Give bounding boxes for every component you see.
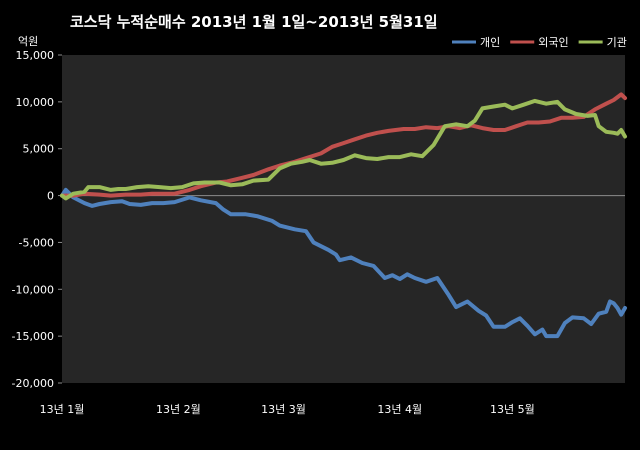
y-tick-label: 15,000 [16, 49, 55, 62]
series-line-개인 [60, 187, 627, 339]
chart-title: 코스닥 누적순매수 2013년 1월 1일~2013년 5월31일 [70, 13, 438, 31]
x-tick-label: 13년 2월 [156, 403, 201, 416]
legend-label: 기관 [607, 36, 627, 49]
y-tick-label: -5,000 [19, 236, 54, 249]
y-tick-label: 5,000 [23, 143, 55, 156]
y-tick-label: -20,000 [12, 377, 54, 390]
legend-label: 개인 [480, 36, 500, 49]
y-axis-unit-label: 억원 [18, 35, 38, 48]
y-tick-label: 10,000 [16, 96, 55, 109]
series-line-외국인 [60, 92, 627, 198]
x-tick-label: 13년 5월 [490, 403, 535, 416]
series-lines [60, 92, 627, 339]
x-axis-ticks: 13년 1월 13년 2월 13년 3월 13년 4월 13년 5월 [40, 403, 535, 416]
series-line-기관 [60, 98, 627, 201]
x-tick-label: 13년 1월 [40, 403, 85, 416]
legend-label: 외국인 [538, 36, 568, 49]
legend: 개인 외국인 기관 [452, 36, 627, 49]
y-tick-label: 0 [47, 190, 54, 203]
y-axis-ticks: 15,000 10,000 5,000 0 -5,000 -10,000 -15,000 -2… [12, 49, 62, 390]
x-tick-label: 13년 4월 [377, 403, 422, 416]
y-tick-label: -15,000 [12, 330, 54, 343]
x-tick-label: 13년 3월 [261, 403, 306, 416]
y-tick-label: -10,000 [12, 283, 54, 296]
